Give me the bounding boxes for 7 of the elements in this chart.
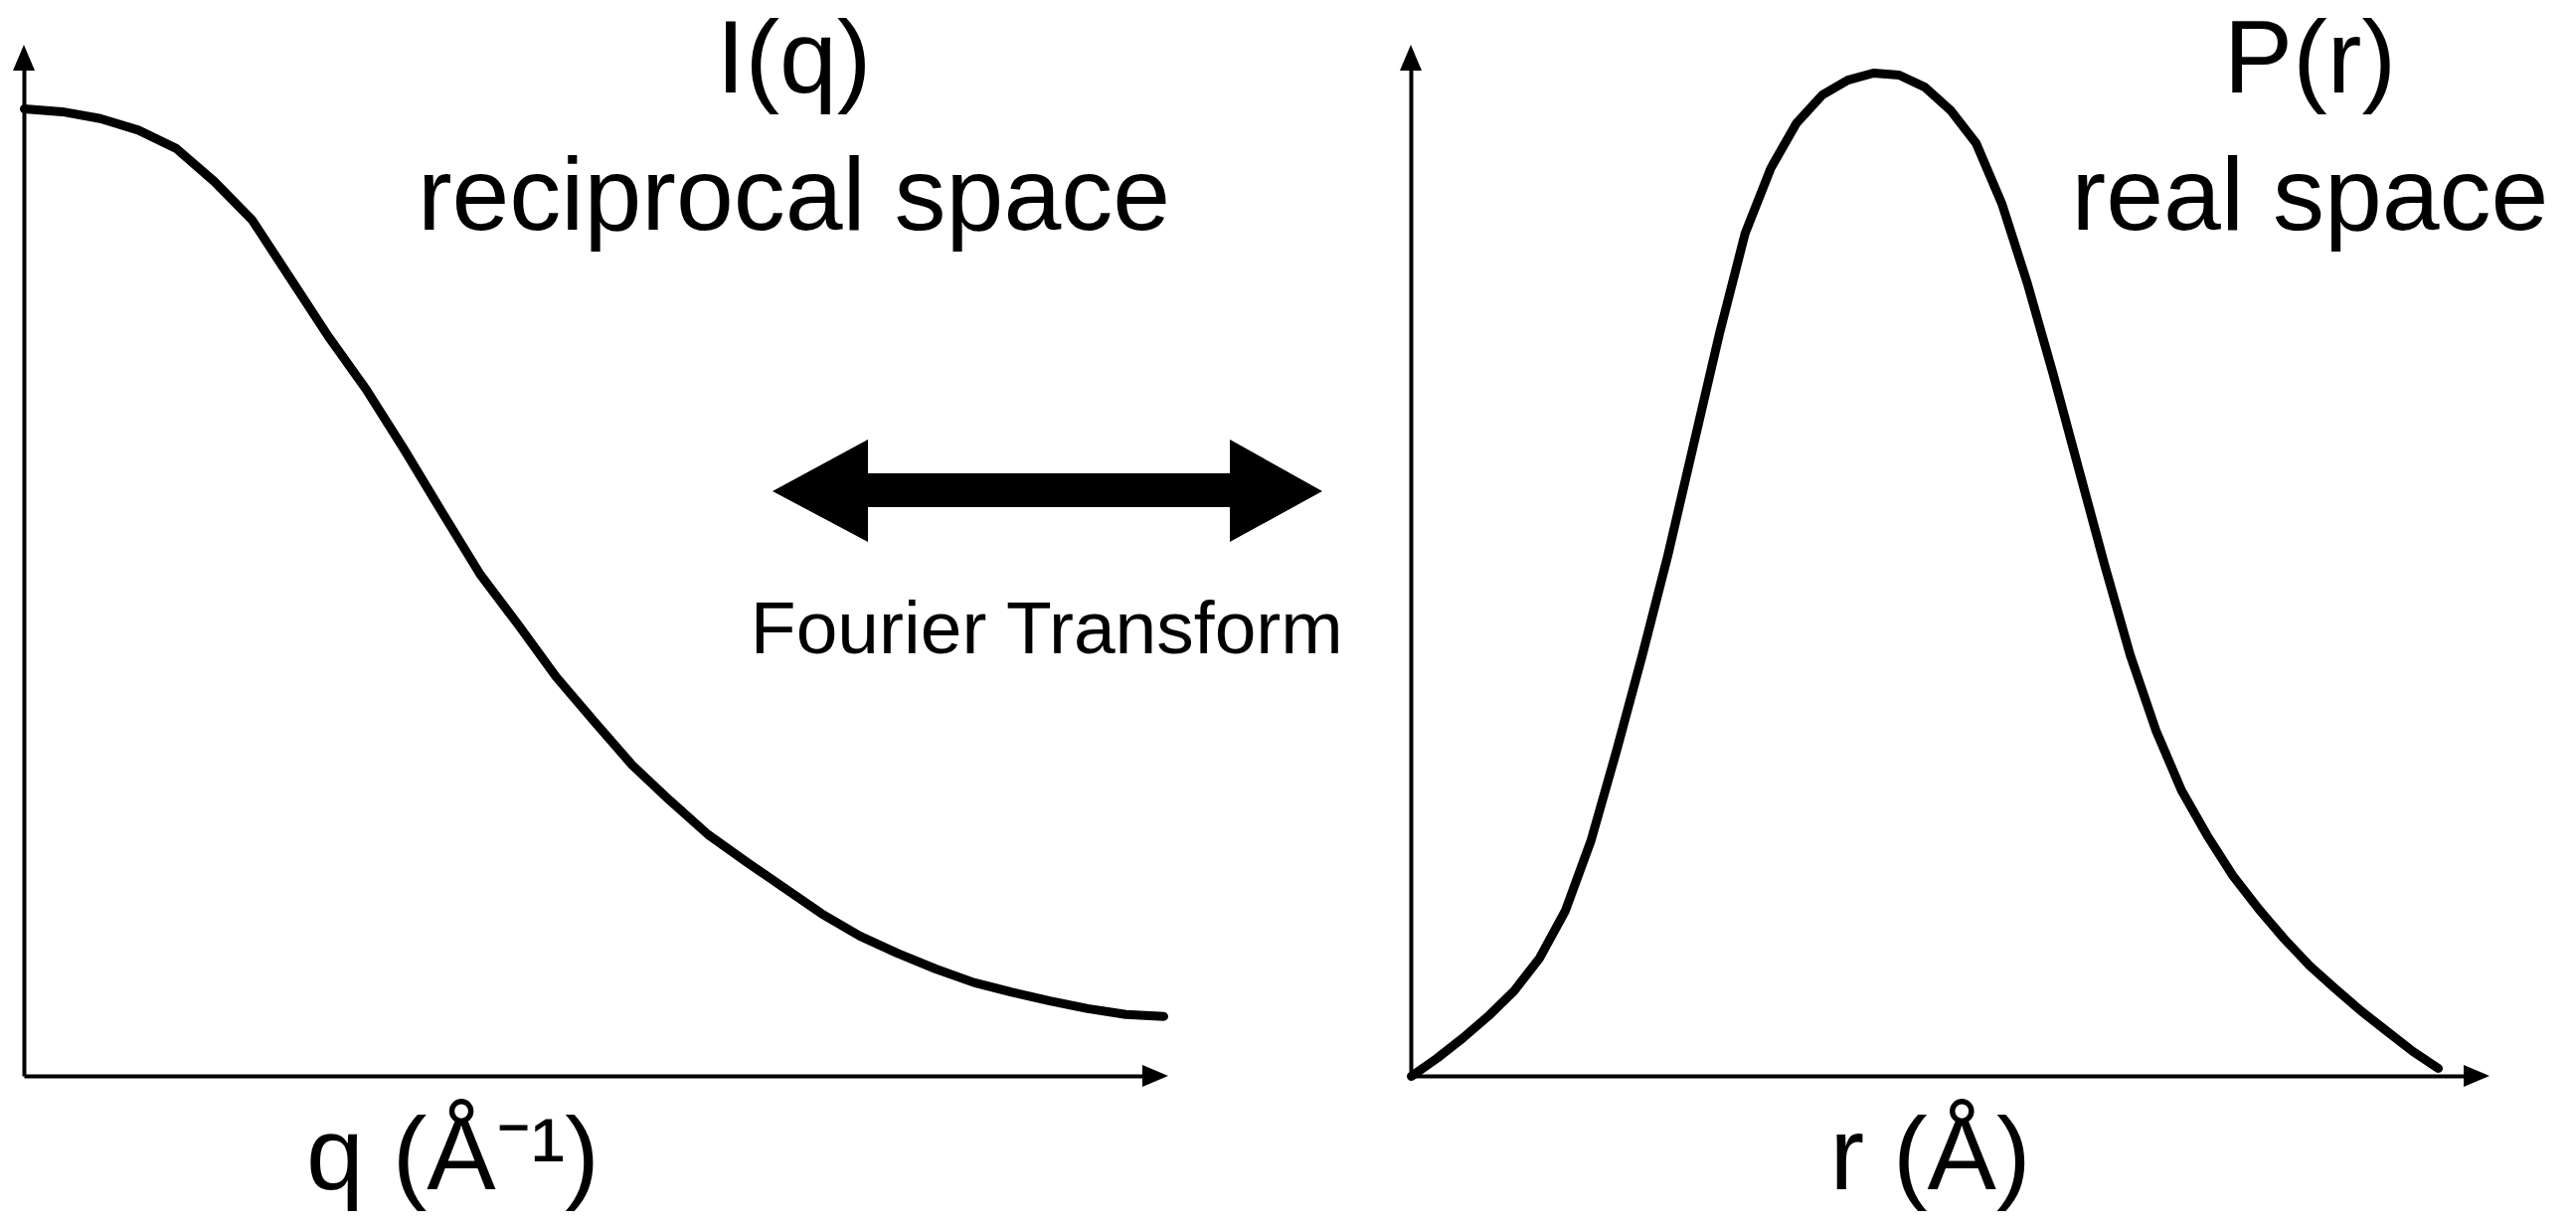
text: real space: [2071, 135, 2549, 252]
x-axis-title: r (Å): [1829, 1095, 2031, 1211]
chart-title: I(q): [716, 0, 872, 114]
x-axis-title: q (Å⁻¹): [306, 1095, 600, 1211]
chart-subtitle: reciprocal space: [417, 135, 1171, 252]
annotation: Fourier Transform: [750, 585, 1343, 669]
chart-title: P(r): [2223, 0, 2397, 114]
